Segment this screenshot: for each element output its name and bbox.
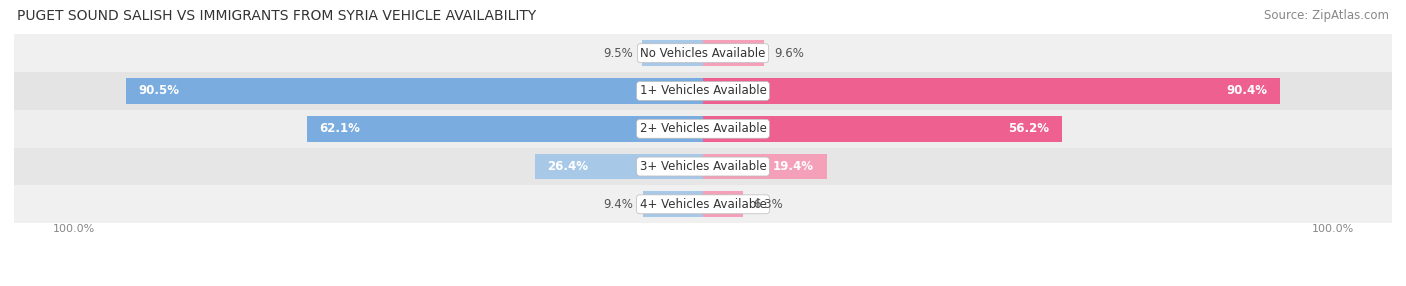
Text: 62.1%: 62.1% xyxy=(319,122,360,135)
Bar xyxy=(1,72,1405,110)
Text: 26.4%: 26.4% xyxy=(547,160,588,173)
Text: 3+ Vehicles Available: 3+ Vehicles Available xyxy=(640,160,766,173)
Text: 2+ Vehicles Available: 2+ Vehicles Available xyxy=(640,122,766,135)
Bar xyxy=(1,185,1405,223)
Bar xyxy=(125,78,703,104)
Bar xyxy=(1,34,1405,72)
Bar xyxy=(703,40,765,66)
Bar xyxy=(643,40,703,66)
Bar xyxy=(703,191,744,217)
Bar xyxy=(703,78,1279,104)
Bar xyxy=(703,154,827,179)
Text: Source: ZipAtlas.com: Source: ZipAtlas.com xyxy=(1264,9,1389,21)
Bar xyxy=(1,148,1405,185)
Text: 1+ Vehicles Available: 1+ Vehicles Available xyxy=(640,84,766,98)
Text: 9.4%: 9.4% xyxy=(603,198,634,211)
Text: 56.2%: 56.2% xyxy=(1008,122,1049,135)
Text: 90.4%: 90.4% xyxy=(1226,84,1267,98)
Text: 90.5%: 90.5% xyxy=(138,84,180,98)
Bar xyxy=(1,110,1405,148)
Bar xyxy=(534,154,703,179)
Text: 100.0%: 100.0% xyxy=(52,224,94,234)
Text: PUGET SOUND SALISH VS IMMIGRANTS FROM SYRIA VEHICLE AVAILABILITY: PUGET SOUND SALISH VS IMMIGRANTS FROM SY… xyxy=(17,9,536,23)
Text: No Vehicles Available: No Vehicles Available xyxy=(640,47,766,60)
Bar xyxy=(643,191,703,217)
Text: 100.0%: 100.0% xyxy=(1312,224,1354,234)
Bar xyxy=(307,116,703,142)
Text: 4+ Vehicles Available: 4+ Vehicles Available xyxy=(640,198,766,211)
Text: 9.5%: 9.5% xyxy=(603,47,633,60)
Text: 9.6%: 9.6% xyxy=(773,47,804,60)
Text: 6.3%: 6.3% xyxy=(752,198,783,211)
Bar xyxy=(703,116,1062,142)
Text: 19.4%: 19.4% xyxy=(773,160,814,173)
